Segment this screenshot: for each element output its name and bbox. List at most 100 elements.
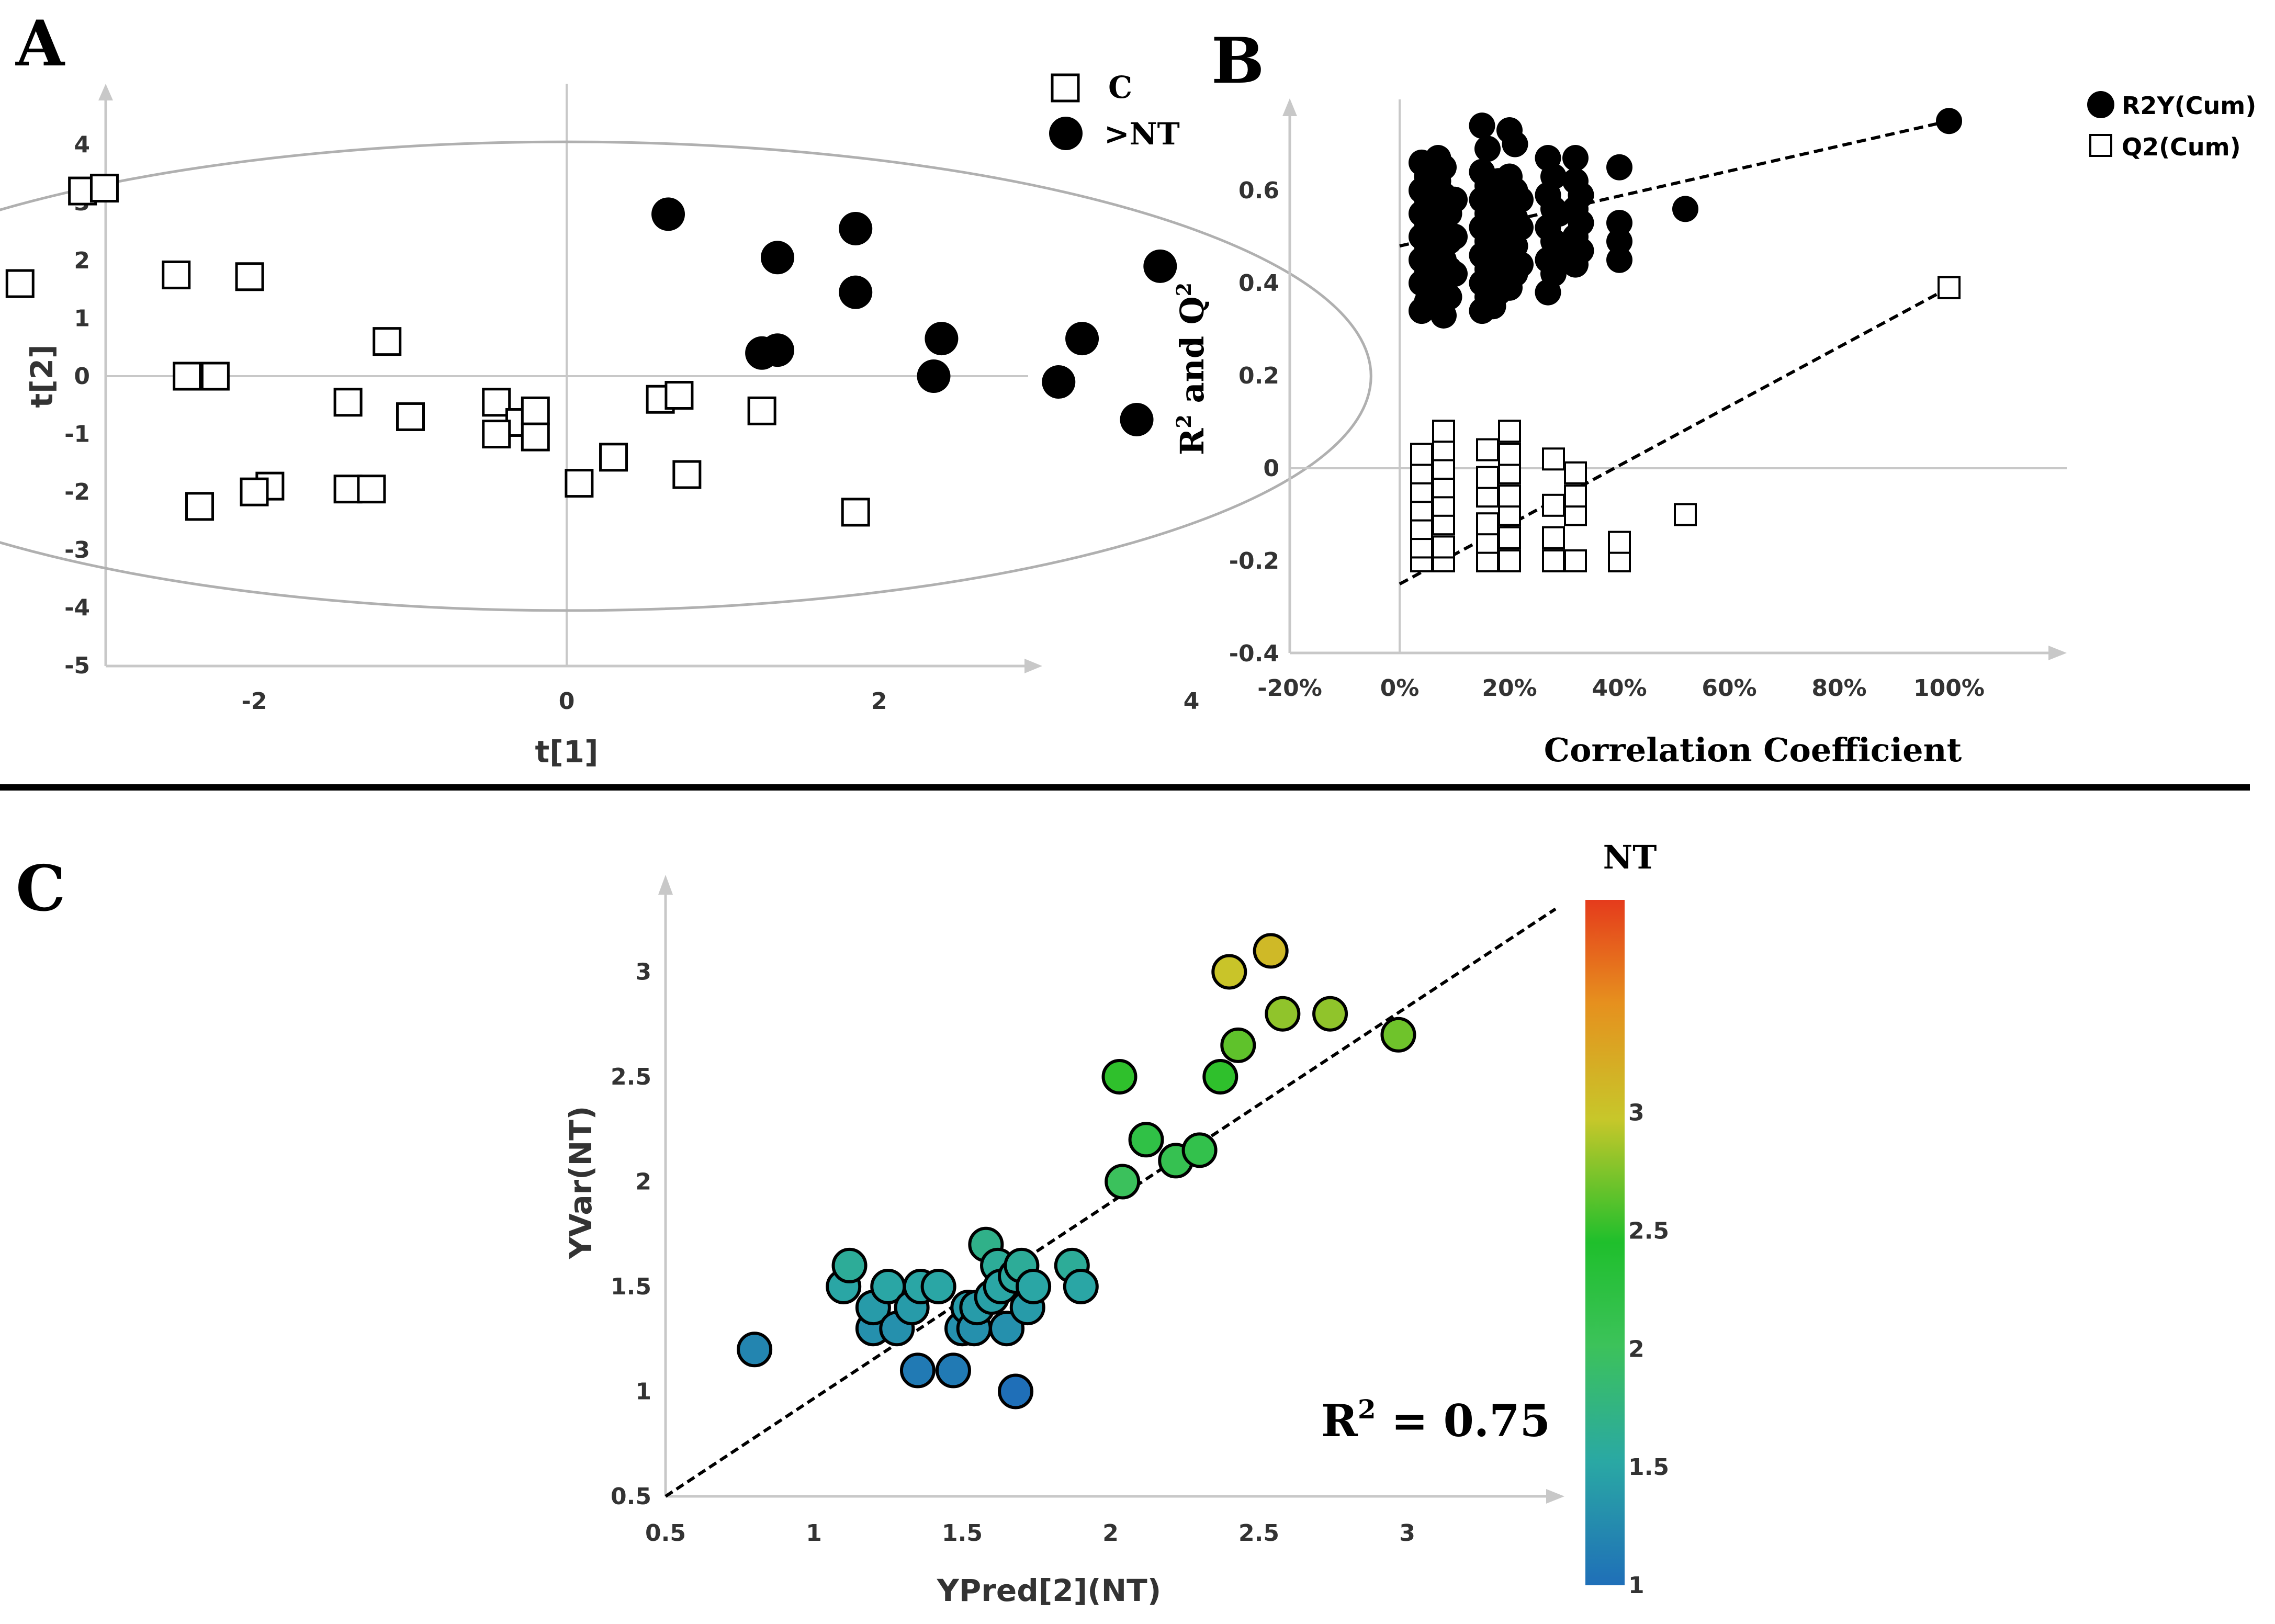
a-point-c [235, 262, 264, 291]
b-point-q2 [1432, 438, 1455, 461]
b-point-r2y [1507, 251, 1534, 278]
c-point [1253, 933, 1289, 969]
c-x-tick-label: 3 [1399, 1520, 1415, 1547]
b-point-r2y [1507, 186, 1534, 213]
panel-c-chart: 0.5 1 1.5 2 2.5 3 0.5 1 1.5 2 2.5 3 YPred[2](NT) Y… [563, 838, 1669, 1608]
a-point-c [5, 269, 35, 298]
a-point-c [357, 475, 386, 504]
c-x-tick-label: 0.5 [645, 1520, 686, 1547]
c-y-tick-label: 2.5 [611, 1064, 651, 1090]
a-y-ticks: 43210-1-2-3-4-5 [64, 132, 90, 679]
b-x-axis-label: Correlation Coefficient [1544, 731, 1962, 769]
c-colorbar-tick-label: 2.5 [1628, 1217, 1669, 1244]
b-point-q2 [1498, 549, 1521, 572]
c-point [1265, 996, 1301, 1032]
a-x-tick-label: 0 [559, 688, 575, 715]
b-legend-label-q2: Q2(Cum) [2122, 133, 2241, 161]
b-point-r2y [1441, 186, 1468, 213]
b-point-q2 [1542, 526, 1565, 549]
c-r2-main: R [1321, 1395, 1358, 1447]
b-point-q2 [1498, 443, 1521, 466]
c-y-tick-label: 2 [635, 1169, 651, 1196]
b-x-tick-label: 0% [1380, 675, 1420, 702]
b-point-r2y [1606, 228, 1632, 255]
c-y-axis-arrow [658, 875, 673, 895]
b-point-q2 [1410, 517, 1433, 540]
b-point-r2y [1436, 284, 1462, 310]
b-y-tick-label: -0.2 [1229, 548, 1279, 574]
b-point-r2y [1469, 112, 1495, 139]
b-point-r2y [1568, 182, 1594, 208]
c-x-tick-label: 1.5 [942, 1520, 983, 1547]
b-point-r2y [1441, 223, 1468, 250]
a-point-c [240, 477, 269, 506]
c-point [737, 1332, 773, 1368]
b-point-r2y [1441, 261, 1468, 287]
a-x-tick-label: 2 [871, 688, 887, 715]
a-x-tick-label: 4 [1184, 688, 1200, 715]
a-y-tick-label: 4 [74, 132, 90, 159]
b-x-ticks: -20% 0% 20% 40% 60% 80% 100% [1257, 675, 1985, 702]
b-point-q2 [1938, 276, 1961, 299]
a-y-tick-label: 0 [74, 363, 90, 390]
a-y-axis-label: t[2] [24, 344, 60, 408]
b-x-tick-label: 60% [1702, 675, 1756, 702]
c-colorbar-title: NT [1603, 838, 1657, 876]
a-confidence-ellipse [0, 140, 1372, 612]
b-y-tick-label: 0.2 [1238, 363, 1279, 389]
b-point-q2 [1542, 447, 1565, 471]
a-point-nt [1120, 402, 1154, 436]
c-colorbar: NT 1 1.5 2 2.5 3 [1585, 838, 1669, 1599]
c-colorbar-gradient [1585, 900, 1625, 1585]
a-point-nt [1042, 365, 1076, 399]
c-point [1220, 1027, 1256, 1063]
c-point [1202, 1059, 1238, 1095]
c-y-ticks: 0.5 1 1.5 2 2.5 3 [611, 959, 651, 1510]
b-x-axis-arrow [2048, 646, 2067, 660]
a-point-nt [1143, 249, 1177, 283]
c-colorbar-ticks: 1 1.5 2 2.5 3 [1628, 1100, 1669, 1599]
a-point-c [162, 260, 191, 289]
b-point-r2y [1507, 214, 1534, 241]
b-y-axis-arrow [1282, 98, 1297, 116]
b-point-q2 [1432, 420, 1455, 443]
c-x-ticks: 0.5 1 1.5 2 2.5 3 [645, 1520, 1415, 1547]
b-y-tick-label: 0.4 [1238, 270, 1279, 297]
c-colorbar-tick-label: 1 [1628, 1572, 1645, 1599]
c-point [1128, 1122, 1164, 1158]
b-legend-label-r2y: R2Y(Cum) [2122, 92, 2256, 120]
a-legend-marker-nt [1049, 117, 1083, 150]
a-point-c [747, 396, 776, 425]
c-point [899, 1352, 936, 1389]
c-point [1063, 1269, 1099, 1304]
b-y-tick-label: 0.6 [1238, 177, 1279, 204]
b-y-axis-label: R2 and Q2 [1172, 283, 1211, 455]
b-point-q2 [1498, 526, 1521, 549]
a-point-c [599, 443, 628, 472]
b-point-r2y [1936, 108, 1962, 134]
b-y-label-sup1: 2 [1172, 414, 1196, 428]
b-point-q2 [1410, 443, 1433, 466]
b-points [1409, 108, 1962, 572]
c-point [1105, 1164, 1141, 1200]
a-y-axis-arrow [98, 84, 113, 100]
a-point-nt [760, 333, 794, 367]
b-point-q2 [1476, 484, 1499, 508]
b-point-r2y [1431, 154, 1457, 181]
b-x-tick-label: 20% [1482, 675, 1537, 702]
b-point-q2 [1498, 420, 1521, 443]
c-x-axis-arrow [1546, 1489, 1564, 1504]
b-point-r2y [1672, 196, 1698, 222]
a-point-c [565, 469, 594, 498]
panel-label-c: C [16, 852, 66, 926]
a-x-tick-label: -2 [242, 688, 267, 715]
a-legend-label-nt: >NT [1104, 116, 1180, 152]
b-point-q2 [1432, 475, 1455, 499]
a-point-nt [839, 275, 873, 309]
a-point-c [396, 402, 425, 431]
b-x-tick-label: 80% [1811, 675, 1866, 702]
b-point-r2y [1540, 163, 1567, 190]
b-point-q2 [1674, 503, 1697, 526]
